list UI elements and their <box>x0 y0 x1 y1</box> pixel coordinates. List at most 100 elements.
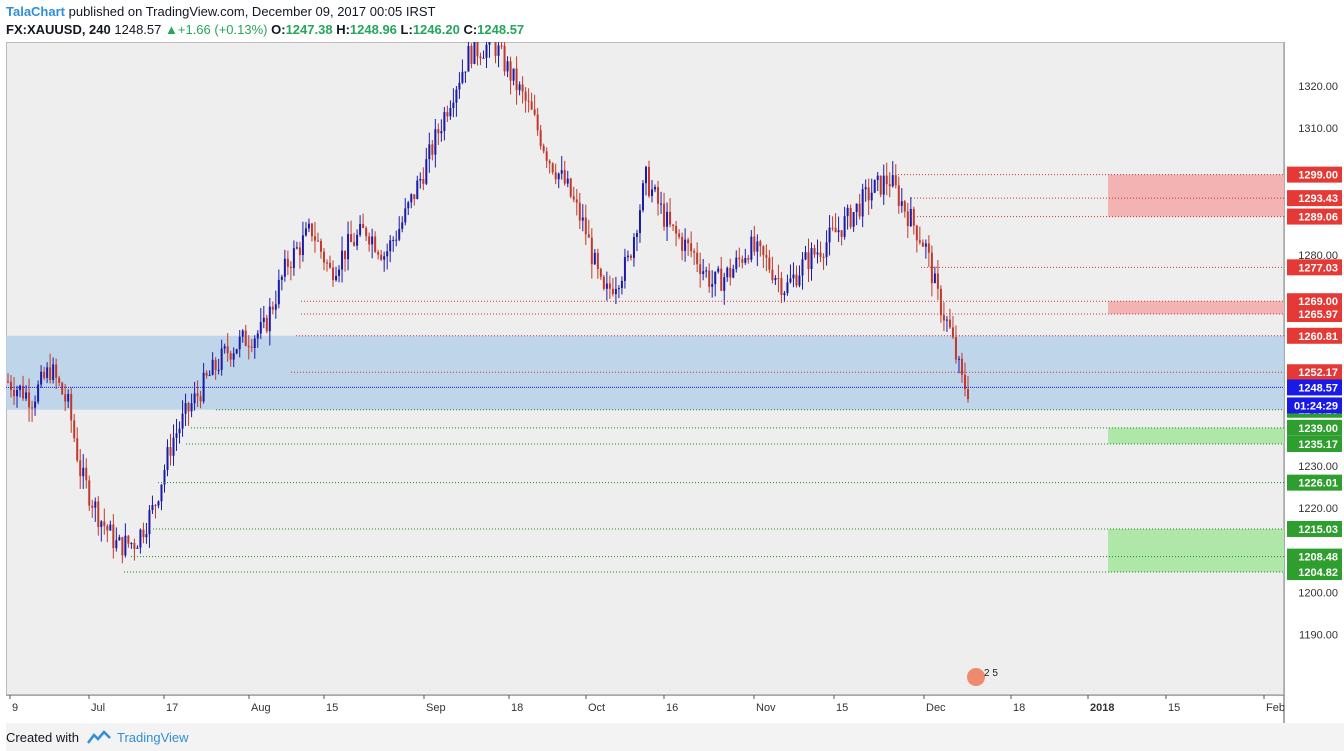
candle-body <box>422 178 425 184</box>
candle-body <box>539 130 542 147</box>
candle-body <box>891 175 894 187</box>
candle-body <box>771 269 774 281</box>
candle-body <box>166 447 169 471</box>
x-tick-label: Dec <box>926 702 946 714</box>
support-label-bg <box>1287 435 1342 452</box>
candle-body <box>798 275 801 286</box>
candle-body <box>629 255 632 258</box>
candle-body <box>584 217 587 235</box>
tradingview-brand-link[interactable]: TradingView <box>116 729 189 745</box>
candle-body <box>930 252 933 284</box>
candle-body <box>7 381 9 383</box>
x-tick-label: 18 <box>511 702 523 714</box>
candle-body <box>623 256 626 281</box>
candle-body <box>747 258 750 260</box>
candle-body <box>139 529 142 548</box>
candle-body <box>88 480 91 506</box>
author-link[interactable]: TalaChart <box>6 4 65 19</box>
candle-body <box>777 278 780 280</box>
candle-body <box>527 100 530 102</box>
candle-body <box>864 187 867 190</box>
candle-body <box>419 178 422 181</box>
candle-body <box>711 284 714 287</box>
x-tick-label: 15 <box>836 702 848 714</box>
candle-body <box>819 252 822 257</box>
candle-body <box>91 505 94 508</box>
resistance-label: 1265.97 <box>1298 309 1338 321</box>
candle-body <box>464 71 467 73</box>
candle-body <box>512 68 515 81</box>
candle-body <box>717 268 720 272</box>
candle-body <box>40 371 43 385</box>
candle-body <box>121 537 124 556</box>
candle-body <box>103 521 106 526</box>
chart-area[interactable]: 1320.00 1310.00 1280.00 1230.00 1220.00 1200.… <box>6 23 1344 723</box>
zone-green-4 <box>1108 528 1284 573</box>
support-label: 1235.17 <box>1298 439 1338 451</box>
y-tick-label: 1230.00 <box>1298 461 1338 473</box>
candle-body <box>714 271 717 285</box>
candle-body <box>834 227 837 233</box>
candle-body <box>202 372 205 402</box>
candle-body <box>268 306 271 332</box>
candle-body <box>217 369 220 371</box>
candle-body <box>271 306 274 310</box>
candle-body <box>575 199 578 203</box>
candle-body <box>413 194 416 199</box>
candle-body <box>127 535 130 544</box>
candle-body <box>569 178 572 197</box>
candle-body <box>181 413 184 429</box>
candle-body <box>605 283 608 289</box>
candle-body <box>927 243 930 253</box>
candle-body <box>365 228 368 237</box>
candle-body <box>948 319 951 328</box>
candle-body <box>822 256 825 258</box>
candle-body <box>945 319 948 321</box>
candle-body <box>960 358 963 375</box>
candle-body <box>954 337 957 360</box>
candle-body <box>259 322 262 334</box>
candle-body <box>344 250 347 260</box>
candle-body <box>154 505 157 507</box>
tradingview-logo-icon[interactable] <box>86 730 111 744</box>
candle-body <box>503 45 506 72</box>
candle-body <box>301 235 304 256</box>
candle-body <box>599 269 602 277</box>
candle-body <box>494 40 497 56</box>
zone-red-1 <box>1108 301 1284 315</box>
candle-body <box>666 211 669 227</box>
candle-body <box>759 241 762 247</box>
low-label: L: <box>400 22 413 37</box>
candle-body <box>792 274 795 279</box>
candle-body <box>587 234 590 238</box>
candle-body <box>641 183 644 211</box>
candle-body <box>614 288 617 295</box>
candle-body <box>825 242 828 258</box>
candle-body <box>79 460 82 477</box>
symbol-label[interactable]: FX:XAUUSD, 240 <box>6 22 111 37</box>
candle-body <box>750 236 753 260</box>
candle-body <box>506 61 509 72</box>
candle-body <box>452 102 455 109</box>
candle-body <box>148 510 151 535</box>
x-tick-label: 17 <box>166 702 178 714</box>
y-tick-label: 1190.00 <box>1299 630 1338 642</box>
candle-body <box>578 202 581 221</box>
candle-body <box>283 258 286 277</box>
candle-body <box>611 288 614 295</box>
support-label: 1208.48 <box>1298 552 1338 564</box>
candle-body <box>416 180 419 199</box>
candle-body <box>726 267 729 278</box>
candle-body <box>94 501 97 508</box>
candle-body <box>332 267 335 281</box>
candle-body <box>169 447 172 456</box>
candle-body <box>861 189 864 217</box>
candle-body <box>885 175 888 185</box>
candle-body <box>903 201 906 212</box>
price-chart[interactable]: 1320.00 1310.00 1280.00 1230.00 1220.00 1200.… <box>6 23 1344 723</box>
x-tick-label: 16 <box>666 702 678 714</box>
candle-body <box>374 236 377 252</box>
candle-body <box>211 359 214 375</box>
candle-body <box>524 91 527 101</box>
candle-body <box>410 194 413 203</box>
